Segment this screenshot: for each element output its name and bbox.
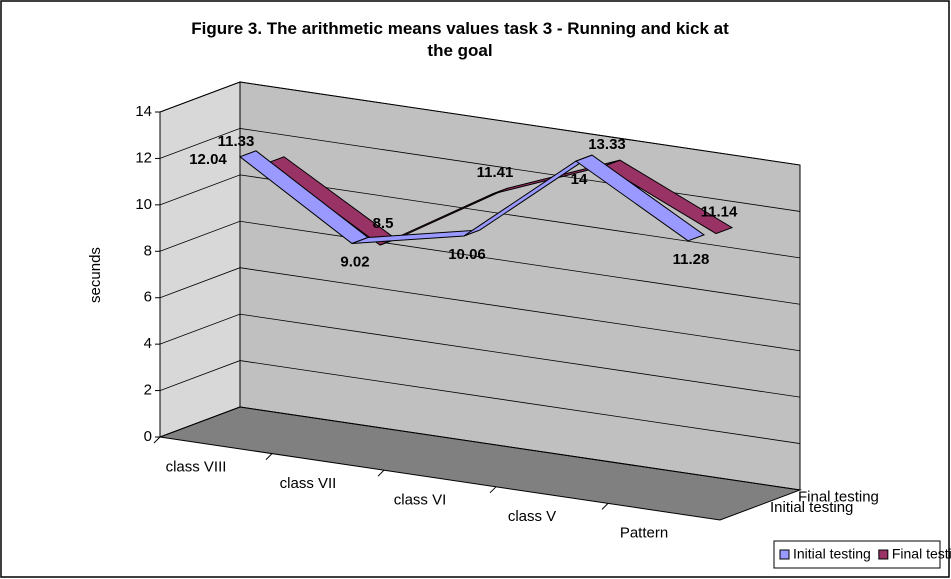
legend-label: Initial testing	[793, 546, 871, 562]
y-tick-label: 4	[144, 335, 152, 352]
depth-label: Final testing	[798, 488, 879, 505]
y-tick-label: 6	[144, 289, 152, 306]
x-tick-label: Pattern	[620, 525, 668, 542]
y-tick-label: 14	[135, 103, 152, 120]
x-tick	[377, 469, 385, 477]
grid-line	[159, 81, 801, 166]
x-tick-label: class VI	[394, 491, 447, 508]
y-tick-label: 2	[144, 382, 152, 399]
y-tick-label: 0	[144, 428, 152, 445]
y-tick-label: 10	[135, 196, 152, 213]
value-label: 10.06	[448, 246, 486, 263]
chart-title: Figure 3. The arithmetic means values ta…	[191, 19, 729, 60]
legend-label: Final testing	[892, 546, 951, 562]
value-label: 11.28	[673, 251, 710, 268]
grid-line	[159, 174, 801, 259]
grid-line	[159, 313, 801, 398]
value-label: 8.5	[373, 215, 394, 232]
value-label: 14	[571, 171, 588, 188]
value-label: 13.33	[588, 136, 626, 153]
legend-swatch	[779, 549, 790, 560]
grid-line	[159, 267, 801, 352]
y-axis-label: secunds	[87, 247, 104, 303]
value-label: 11.33	[218, 133, 255, 150]
legend-box	[773, 540, 941, 569]
x-tick-label: class VII	[280, 475, 337, 492]
y-tick-label: 12	[135, 149, 152, 166]
x-tick-label: class VIII	[166, 458, 227, 475]
x-tick	[265, 453, 273, 460]
x-tick-label: class V	[508, 508, 556, 525]
value-label: 11.41	[477, 164, 514, 181]
value-label: 12.04	[189, 151, 227, 168]
grid-line	[159, 406, 801, 491]
y-tick-label: 8	[144, 242, 152, 259]
legend-swatch	[878, 549, 889, 560]
x-tick	[153, 436, 161, 444]
ribbon-segment	[602, 159, 734, 235]
value-label: 11.14	[701, 204, 738, 221]
value-label: 9.02	[340, 253, 369, 270]
depth-label: Initial testing	[770, 499, 853, 516]
x-tick	[601, 503, 609, 510]
grid-line	[159, 360, 801, 444]
x-tick	[489, 486, 497, 494]
grid-line	[159, 220, 801, 305]
ribbon-segment	[574, 154, 706, 242]
